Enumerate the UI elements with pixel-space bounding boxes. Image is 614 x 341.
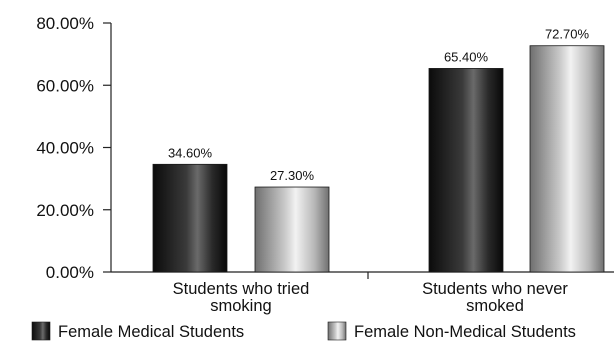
legend-label: Female Medical Students: [58, 323, 244, 341]
category-label: smoked: [466, 297, 524, 315]
data-label: 72.70%: [545, 27, 590, 42]
y-tick-label: 80.00%: [36, 14, 94, 33]
bar-medical-0: [152, 163, 228, 273]
data-label: 65.40%: [444, 49, 489, 64]
y-tick-label: 20.00%: [36, 201, 94, 220]
y-tick-label: 0.00%: [46, 263, 94, 282]
legend-swatch: [31, 321, 51, 341]
category-label: Students who tried: [173, 280, 310, 298]
data-label: 34.60%: [168, 145, 213, 160]
bar-medical-1: [428, 68, 504, 273]
bar-non-medical-0: [254, 186, 330, 273]
category-label: Students who never: [422, 280, 568, 298]
bar-non-medical-1: [529, 45, 605, 273]
legend-label: Female Non-Medical Students: [354, 323, 576, 341]
chart-bars: [152, 45, 605, 273]
y-tick-label: 60.00%: [36, 76, 94, 95]
legend-swatch: [327, 321, 347, 341]
y-tick-label: 40.00%: [36, 139, 94, 158]
chart-legend: Female Medical Students Female Non-Medica…: [31, 321, 576, 341]
category-label: smoking: [210, 297, 271, 315]
data-label: 27.30%: [270, 168, 315, 183]
chart-labels: 0.00% 20.00% 40.00% 60.00% 80.00% 34.60% 65.40…: [36, 14, 589, 315]
